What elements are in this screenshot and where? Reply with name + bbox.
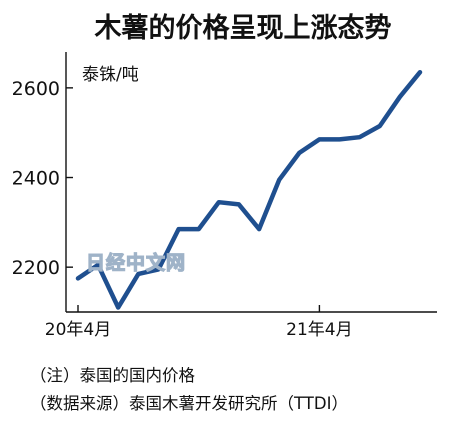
data-point <box>358 135 362 139</box>
y-tick-label: 2200 <box>12 257 60 279</box>
y-axis: 2200 2400 2600 <box>12 78 73 279</box>
y-tick-label: 2600 <box>12 78 60 100</box>
series-line <box>75 69 423 310</box>
chart-title: 木薯的价格呈现上涨态势 <box>94 12 392 44</box>
source-note: （数据来源）泰国木薯开发研究所（TTDI） <box>30 394 348 413</box>
series-group <box>75 69 423 310</box>
data-point <box>337 137 342 142</box>
data-point <box>176 227 181 231</box>
data-point <box>378 124 382 128</box>
axes <box>65 52 437 313</box>
data-point <box>197 227 201 231</box>
unit-label: 泰铢/吨 <box>82 65 139 85</box>
data-point <box>317 137 322 142</box>
data-point <box>156 267 161 272</box>
y-tick-label: 2400 <box>12 168 60 190</box>
watermark: 日经中文网 <box>85 251 187 274</box>
data-point <box>136 272 140 276</box>
x-tick-label: 20年4月 <box>45 320 111 340</box>
data-point <box>96 263 100 267</box>
data-point <box>257 227 261 231</box>
data-point <box>398 95 402 99</box>
data-point <box>237 202 241 207</box>
data-point <box>297 151 301 155</box>
x-tick-label: 21年4月 <box>286 320 352 340</box>
data-point <box>76 276 80 280</box>
x-axis: 20年4月 21年4月 <box>45 305 353 340</box>
data-point <box>116 305 120 310</box>
data-point <box>277 178 281 182</box>
footnote: （注）泰国的国内价格 <box>30 366 195 385</box>
data-point <box>217 200 221 204</box>
chart: 木薯的价格呈现上涨态势 2200 2400 2600 20年4月 21年4月 泰铢/吨 <box>12 12 437 340</box>
data-point <box>418 70 422 74</box>
